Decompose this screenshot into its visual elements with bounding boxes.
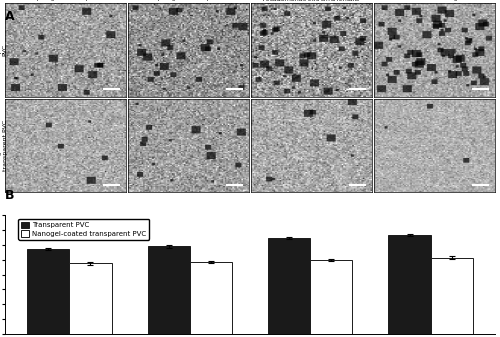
- Bar: [310, 260, 352, 334]
- Y-axis label: Nanogel-coated
transparent PVC: Nanogel-coated transparent PVC: [0, 120, 8, 171]
- Title: $\it{Sphingomonas}$ $\it{Sph10}$: $\it{Sphingomonas}$ $\it{Sph10}$: [154, 0, 224, 3]
- Bar: [190, 262, 232, 334]
- Bar: [70, 264, 112, 334]
- Bar: [388, 235, 430, 334]
- Y-axis label: Transparent
PVC: Transparent PVC: [0, 31, 8, 69]
- Text: B: B: [5, 189, 15, 202]
- Title: $\it{Pseudomonas}$ $\it{extremorientalis}$: $\it{Pseudomonas}$ $\it{extremorientalis…: [262, 0, 361, 3]
- Bar: [28, 249, 70, 334]
- Title: $\it{Sphingomonas}$ $\it{Sph5}$: $\it{Sphingomonas}$ $\it{Sph5}$: [32, 0, 98, 3]
- Text: A: A: [5, 10, 15, 23]
- Bar: [148, 246, 190, 334]
- Title: $\it{Pseudomonas}$ $\it{aeruginosa}$: $\it{Pseudomonas}$ $\it{aeruginosa}$: [394, 0, 475, 3]
- Legend: Transparent PVC, Nanogel-coated transparent PVC: Transparent PVC, Nanogel-coated transpar…: [18, 219, 149, 240]
- Bar: [268, 238, 310, 334]
- Bar: [430, 257, 472, 334]
